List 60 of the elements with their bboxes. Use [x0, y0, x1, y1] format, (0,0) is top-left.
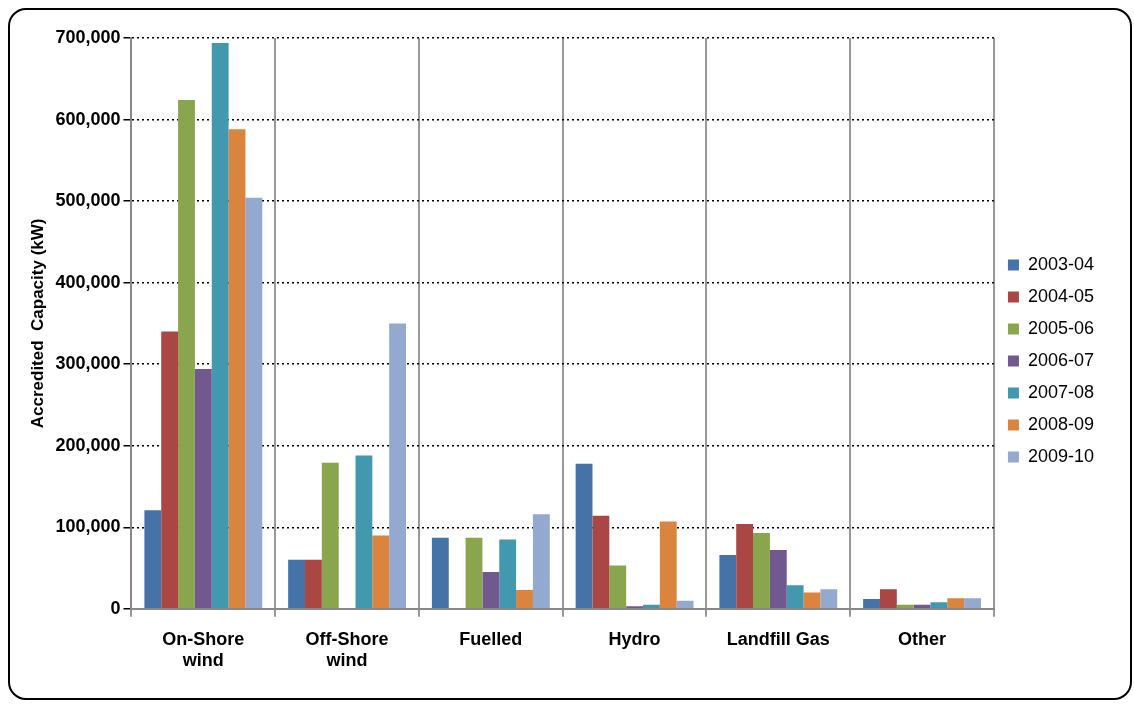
bar: [820, 589, 838, 609]
y-tick-label: 0: [110, 597, 121, 618]
y-tick-label: 600,000: [55, 108, 121, 129]
bar: [194, 369, 212, 609]
bar: [609, 565, 627, 609]
bar: [389, 323, 407, 609]
bar: [736, 524, 754, 609]
bar: [465, 537, 483, 609]
legend-label: 2003-04: [1027, 253, 1094, 274]
bar: [964, 598, 981, 609]
y-tick-label: 400,000: [55, 271, 121, 292]
bar: [245, 197, 263, 609]
legend-label: 2004-05: [1027, 285, 1094, 306]
x-tick-label: Off-Shore wind: [305, 628, 389, 671]
bar: [372, 535, 390, 609]
bar: [719, 554, 737, 609]
bar: [482, 572, 500, 609]
bar: [532, 514, 550, 609]
y-tick-label: 300,000: [55, 353, 121, 374]
bar: [769, 550, 787, 609]
bar: [592, 515, 610, 609]
legend-label: 2007-08: [1027, 381, 1094, 402]
bar: [304, 559, 322, 609]
x-tick-label: Fuelled: [459, 628, 523, 649]
bar: [288, 559, 305, 609]
bar: [178, 99, 195, 609]
x-tick-label: Other: [898, 628, 947, 649]
bar: [863, 599, 880, 609]
bar: [516, 590, 533, 609]
bar: [431, 537, 449, 609]
bar: [896, 604, 914, 609]
x-tick-label: Hydro: [608, 628, 661, 649]
bar: [753, 532, 770, 609]
legend-label: 2005-06: [1027, 317, 1094, 338]
bar: [321, 462, 339, 609]
x-tick-label: Landfill Gas: [726, 628, 830, 649]
bar: [659, 521, 677, 609]
y-tick-label: 700,000: [55, 26, 121, 47]
x-tick-label: On-Shore wind: [162, 628, 245, 671]
y-tick-label: 100,000: [55, 516, 121, 537]
y-tick-label: 200,000: [55, 434, 121, 455]
bar: [211, 42, 229, 609]
bar: [786, 585, 804, 609]
y-axis-title: Accredited Capacity (kW): [27, 218, 47, 429]
bar: [161, 331, 179, 609]
bar: [355, 455, 373, 609]
legend-label: 2006-07: [1027, 349, 1094, 370]
bar: [643, 604, 660, 609]
bar: [947, 598, 965, 609]
y-tick-label: 500,000: [55, 190, 121, 211]
bar: [930, 602, 948, 609]
bar: [879, 589, 897, 609]
bar: [803, 592, 821, 609]
bar: [228, 129, 246, 609]
bar: [676, 600, 694, 609]
legend-label: 2008-09: [1027, 413, 1094, 434]
bar: [575, 463, 593, 609]
bar: [144, 510, 162, 609]
bar: [499, 539, 517, 609]
legend-label: 2009-10: [1027, 445, 1094, 466]
